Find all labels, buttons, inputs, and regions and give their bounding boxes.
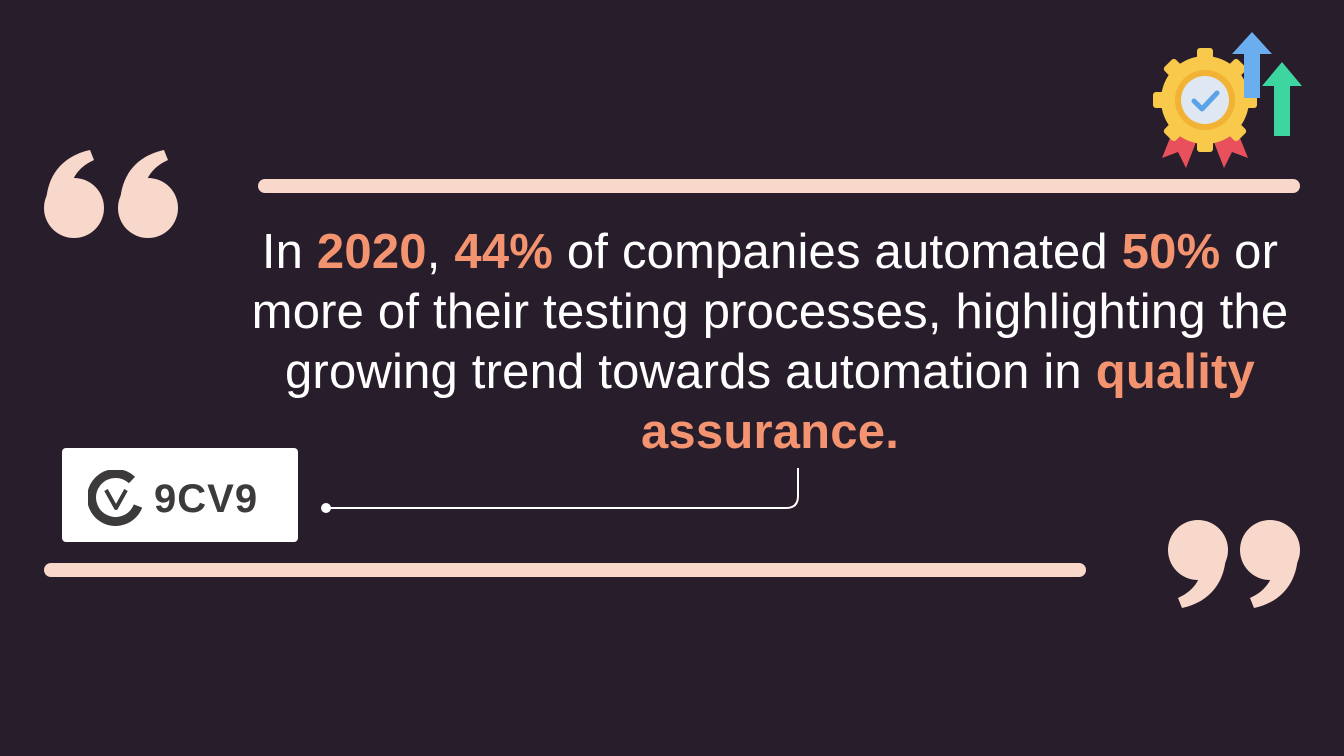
highlight-percent-automated: 50%: [1121, 225, 1221, 279]
quote-text: In 2020, 44% of companies automated 50% …: [250, 222, 1290, 462]
quality-badge-with-growth-arrows-icon: [1153, 32, 1302, 168]
connector-line: [321, 468, 799, 513]
top-divider-line: [258, 179, 1300, 193]
brand-logo-card: 9CV9: [62, 448, 298, 542]
quote-text-part-3: of companies automated: [553, 225, 1122, 279]
closing-quote-mark-icon: [1168, 520, 1300, 608]
highlight-year: 2020: [316, 225, 427, 279]
bottom-divider-line: [44, 563, 1086, 577]
brand-logo-text: 9CV9: [154, 477, 259, 521]
quote-text-part-1: In: [261, 225, 317, 279]
opening-quote-mark-icon: [44, 150, 178, 238]
highlight-percent-companies: 44%: [454, 225, 554, 279]
quote-text-part-2: ,: [426, 225, 455, 279]
highlight-topic: quality assurance.: [640, 345, 1255, 459]
brand-logo-mark-icon: [88, 470, 143, 526]
quote-text-part-4: or more of their testing processes, high…: [251, 225, 1289, 399]
